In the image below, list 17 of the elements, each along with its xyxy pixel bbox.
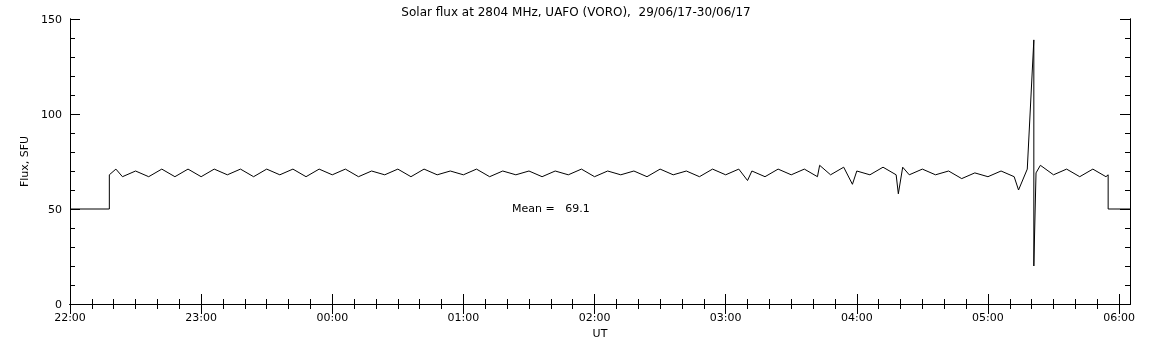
x-tick-label: 06:00 — [1103, 311, 1135, 324]
y-tick-label: 100 — [41, 107, 62, 121]
y-tick-label: 50 — [48, 202, 62, 216]
annotation: Mean = 69.1 — [512, 202, 590, 215]
x-tick-label: 04:00 — [840, 311, 873, 324]
y-axis-title: Flux, SFU — [18, 135, 31, 188]
x-tick-label: 00:00 — [316, 311, 349, 324]
x-tick-label: 22:00 — [54, 311, 86, 324]
x-tick-label: 05:00 — [972, 311, 1004, 324]
x-tick-label: 03:00 — [709, 311, 742, 324]
chart-title: Solar flux at 2804 MHz, UAFO (VORO), 29/06/17-30/06/17 — [401, 5, 751, 19]
y-tick-label: 0 — [55, 297, 62, 311]
x-tick-label: 01:00 — [447, 311, 480, 324]
y-tick-label: 150 — [41, 12, 62, 26]
x-axis-title: UT — [592, 327, 608, 340]
x-tick-label: 02:00 — [578, 311, 611, 324]
x-tick-label: 23:00 — [185, 311, 217, 324]
